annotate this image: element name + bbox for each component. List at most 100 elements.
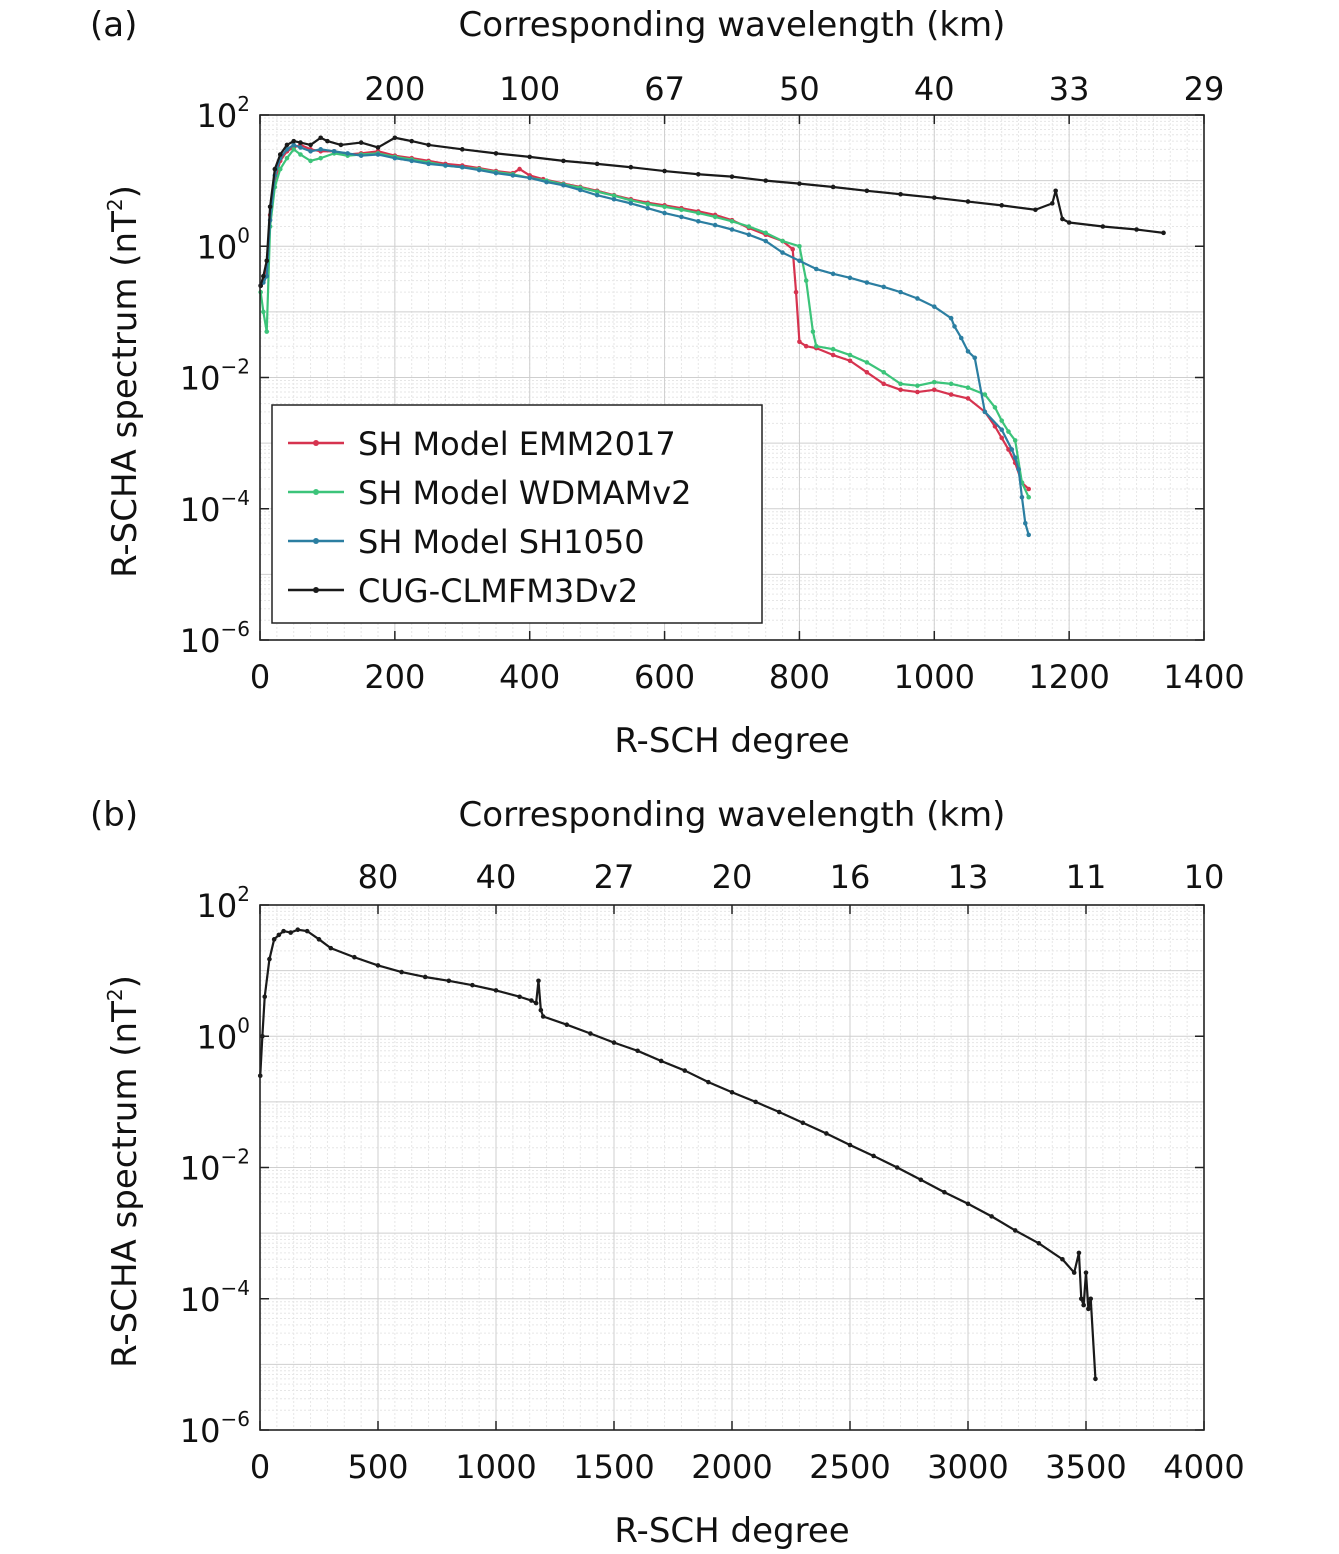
data-point-2 bbox=[931, 304, 937, 309]
x-tick-label: 2000 bbox=[691, 1448, 772, 1486]
data-point-3 bbox=[695, 171, 701, 177]
data-point-3 bbox=[409, 138, 415, 144]
y-tick-exponent: −4 bbox=[221, 486, 250, 510]
data-point-0 bbox=[898, 387, 903, 393]
data-point-0 bbox=[493, 988, 499, 993]
data-point-2 bbox=[308, 148, 313, 154]
data-point-2 bbox=[409, 158, 415, 164]
top-tick-label: 40 bbox=[914, 70, 955, 108]
top-tick-label: 80 bbox=[358, 858, 399, 896]
data-point-2 bbox=[847, 275, 853, 281]
data-point-2 bbox=[712, 222, 718, 228]
top-tick-label: 67 bbox=[644, 70, 685, 108]
data-point-1 bbox=[695, 210, 701, 216]
data-point-3 bbox=[272, 166, 278, 172]
data-point-3 bbox=[318, 135, 323, 141]
y-tick-label: 10−4 bbox=[180, 486, 250, 529]
data-point-0 bbox=[536, 978, 541, 984]
top-tick-label: 27 bbox=[594, 858, 635, 896]
data-point-0 bbox=[529, 998, 534, 1003]
data-point-2 bbox=[561, 182, 566, 188]
y-tick-exponent: −2 bbox=[221, 355, 250, 379]
x-tick-label: 0 bbox=[250, 658, 270, 696]
data-point-3 bbox=[594, 161, 600, 167]
data-point-3 bbox=[277, 152, 283, 157]
data-point-0 bbox=[847, 358, 853, 364]
data-point-2 bbox=[628, 201, 634, 206]
y-tick-base: 10 bbox=[180, 622, 221, 660]
data-point-1 bbox=[594, 189, 600, 194]
data-point-0 bbox=[611, 1040, 617, 1045]
data-point-1 bbox=[965, 385, 971, 390]
y-tick-base: 10 bbox=[197, 97, 238, 135]
x-tick-label: 1000 bbox=[455, 1448, 536, 1486]
y-axis-title-text: R-SCHA spectrum (nT bbox=[105, 1001, 145, 1368]
data-point-3 bbox=[797, 181, 802, 186]
top-tick-label: 50 bbox=[779, 70, 820, 108]
data-point-1 bbox=[797, 243, 802, 249]
data-point-0 bbox=[793, 289, 799, 295]
data-point-0 bbox=[288, 930, 293, 935]
top-tick-label: 20 bbox=[712, 858, 753, 896]
data-point-0 bbox=[1076, 1250, 1082, 1256]
data-point-0 bbox=[588, 1031, 593, 1036]
data-point-0 bbox=[847, 1142, 853, 1148]
data-point-3 bbox=[493, 151, 499, 156]
data-point-0 bbox=[328, 945, 334, 951]
data-point-0 bbox=[753, 1099, 758, 1105]
series-group bbox=[258, 135, 1166, 538]
top-tick-label: 40 bbox=[476, 858, 517, 896]
data-point-1 bbox=[948, 381, 954, 387]
legend-marker-0 bbox=[313, 440, 319, 446]
data-point-0 bbox=[295, 927, 301, 933]
data-point-3 bbox=[284, 142, 290, 148]
data-point-2 bbox=[298, 145, 303, 150]
data-point-0 bbox=[881, 381, 887, 387]
data-point-0 bbox=[538, 1007, 544, 1013]
data-point-2 bbox=[958, 335, 964, 341]
data-point-1 bbox=[763, 230, 769, 236]
data-point-0 bbox=[658, 1058, 664, 1064]
data-point-1 bbox=[1012, 438, 1018, 443]
y-tick-exponent: −4 bbox=[221, 1276, 250, 1300]
data-point-0 bbox=[1060, 1256, 1065, 1262]
data-point-0 bbox=[1006, 447, 1011, 452]
y-tick-base: 10 bbox=[180, 1281, 221, 1319]
y-tick-base: 10 bbox=[197, 1018, 238, 1056]
data-point-2 bbox=[577, 187, 583, 193]
data-point-2 bbox=[1026, 532, 1031, 538]
data-point-3 bbox=[931, 195, 937, 200]
data-point-0 bbox=[830, 352, 836, 358]
data-point-0 bbox=[533, 1000, 539, 1006]
data-point-3 bbox=[561, 158, 566, 164]
y-axis-title-sup: 2 bbox=[103, 198, 127, 211]
data-point-0 bbox=[267, 956, 272, 962]
data-point-2 bbox=[864, 280, 870, 285]
data-point-0 bbox=[965, 396, 971, 401]
data-point-1 bbox=[746, 224, 752, 229]
y-tick-label: 100 bbox=[197, 1013, 250, 1056]
top-tick-label: 29 bbox=[1184, 70, 1225, 108]
data-point-0 bbox=[989, 1214, 994, 1219]
data-point-2 bbox=[1023, 521, 1028, 526]
data-point-0 bbox=[1012, 1228, 1018, 1233]
legend-marker-2 bbox=[313, 538, 319, 544]
legend-box bbox=[271, 404, 763, 624]
data-point-3 bbox=[662, 168, 667, 174]
data-point-0 bbox=[375, 963, 381, 968]
x-tick-label: 800 bbox=[769, 658, 830, 696]
data-point-2 bbox=[746, 232, 752, 237]
data-point-3 bbox=[325, 138, 330, 144]
data-point-3 bbox=[459, 147, 465, 152]
data-point-2 bbox=[915, 296, 920, 301]
data-point-0 bbox=[517, 166, 522, 172]
y-tick-exponent: 0 bbox=[237, 223, 250, 247]
y-axis-title: R-SCHA spectrum (nT2) bbox=[103, 185, 145, 578]
y-tick-exponent: −6 bbox=[221, 617, 250, 641]
data-point-0 bbox=[931, 387, 937, 393]
y-tick-label: 102 bbox=[197, 882, 250, 925]
y-tick-label: 100 bbox=[197, 223, 250, 266]
y-tick-exponent: −2 bbox=[221, 1145, 250, 1169]
data-point-1 bbox=[291, 147, 297, 152]
